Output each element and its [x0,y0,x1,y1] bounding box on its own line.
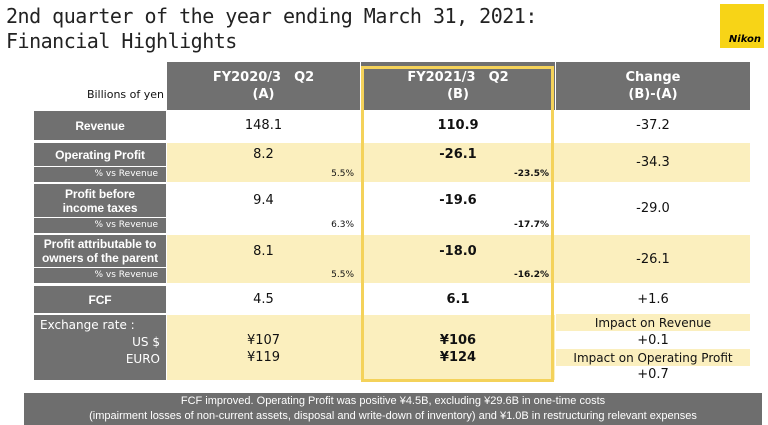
impact-revenue-value: +0.1 [637,333,669,348]
pbt-b-pct: -17.7% [514,220,549,230]
row-label-profit-before-tax: Profit before income taxes [34,184,166,217]
pat-a-pct: 5.5% [331,270,354,280]
op-a-pct: 5.5% [331,169,354,179]
pbt-pct-label: % vs Revenue [34,218,166,233]
units-label: Billions of yen [86,88,164,101]
op-pct-label: % vs Revenue [34,167,166,182]
pat-label-1: Profit attributable to [43,237,157,251]
column-header-b: FY2021/3 Q2 (B) [361,62,555,110]
pbt-b: -19.6 [439,193,477,208]
pat-b-pct: -16.2% [514,270,549,280]
impact-op-label: Impact on Operating Profit [556,349,750,366]
fx-usd-a: ¥107 [246,333,281,348]
col-c-line2: (B)-(A) [628,87,678,102]
pbt-change: -29.0 [636,201,670,216]
title-line-2: Financial Highlights [6,29,237,53]
column-header-change: Change (B)-(A) [556,62,750,110]
row-label-operating-profit: Operating Profit [34,143,166,166]
op-row-bg [167,143,750,182]
revenue-b: 110.9 [437,118,479,133]
pbt-a: 9.4 [253,193,274,208]
page-title: 2nd quarter of the year ending March 31,… [6,4,537,54]
op-a: 8.2 [253,147,274,162]
col-b-line2: (B) [447,87,469,102]
op-b-pct: -23.5% [514,169,549,179]
pat-b: -18.0 [439,243,477,259]
column-header-a: FY2020/3 Q2 (A) [167,62,360,110]
op-change: -34.3 [636,155,670,170]
logo-text: Nikon [728,34,761,45]
pbt-label-1: Profit before [64,186,136,201]
impact-op-value: +0.7 [637,367,669,382]
fx-label: Exchange rate : [40,318,135,332]
fcf-a: 4.5 [253,292,274,307]
footnote: FCF improved. Operating Profit was posit… [24,393,762,425]
col-a-line2: (A) [252,87,275,102]
fx-usd-b: ¥106 [439,333,477,348]
pat-pct-label: % vs Revenue [34,268,166,283]
op-b: -26.1 [439,147,477,162]
pat-change: -26.1 [636,251,670,267]
title-line-1: 2nd quarter of the year ending March 31,… [6,4,537,28]
row-label-fcf: FCF [34,286,166,313]
col-b-line1: FY2021/3 Q2 [407,70,509,85]
pat-label-2: owners of the parent [41,251,158,265]
pbt-label-2: income taxes [62,200,138,215]
fx-euro-a: ¥119 [246,350,281,365]
footnote-line-1: FCF improved. Operating Profit was posit… [180,395,606,407]
pat-row-bg [167,235,750,283]
fcf-b: 6.1 [446,292,470,307]
impact-revenue-label: Impact on Revenue [556,314,750,331]
revenue-change: -37.2 [636,118,670,133]
fx-euro-label: EURO [125,352,160,366]
fx-usd-label: US $ [132,335,160,349]
fcf-change: +1.6 [637,292,669,307]
col-c-line1: Change [625,70,681,85]
footnote-line-2: (impairment losses of non-current assets… [89,410,697,422]
row-label-exchange-rate: Exchange rate : US $ EURO [34,315,166,380]
row-label-profit-attributable: Profit attributable to owners of the pare… [34,235,166,267]
fx-euro-b: ¥124 [439,350,477,365]
row-label-revenue: Revenue [34,111,166,140]
revenue-a: 148.1 [244,118,283,133]
pat-a: 8.1 [253,243,274,259]
pbt-a-pct: 6.3% [331,220,354,230]
nikon-logo: Nikon [720,4,764,48]
col-a-line1: FY2020/3 Q2 [212,70,315,85]
